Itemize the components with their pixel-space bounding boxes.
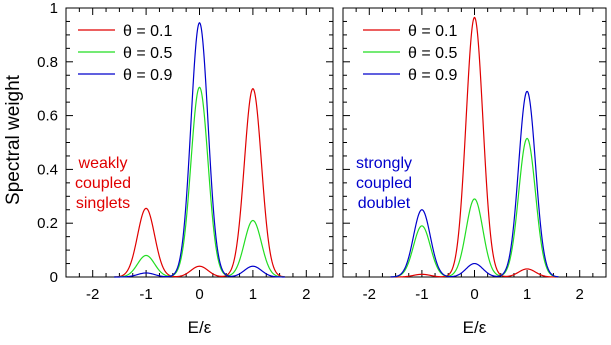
- y-tick-label: 0: [50, 269, 58, 286]
- y-tick-label: 0.2: [37, 215, 58, 232]
- y-axis-label: Spectral weight: [3, 74, 24, 205]
- y-tick-label: 0.6: [37, 108, 58, 125]
- annotation-text: doublet: [358, 195, 411, 212]
- legend-label: θ = 0.9: [123, 67, 172, 84]
- x-tick-label: -2: [86, 286, 99, 303]
- x-axis-label: E/ε: [463, 318, 487, 337]
- y-tick-label: 0.4: [37, 161, 58, 178]
- x-axis-label: E/ε: [188, 318, 212, 337]
- x-tick-label: -1: [139, 286, 152, 303]
- x-tick-label: 0: [470, 286, 478, 303]
- x-tick-label: 0: [195, 286, 203, 303]
- x-tick-label: 2: [302, 286, 310, 303]
- series-line-theta-05: [390, 137, 559, 278]
- chart-panel-2: -2 -1 0 1 2 E/ε θ = 0.1 θ = 0.5 θ = 0.9 strongly c…: [342, 7, 607, 337]
- x-tick-label: -2: [363, 286, 376, 303]
- x-tick-label: 2: [576, 286, 584, 303]
- annotation-text: weakly: [78, 155, 128, 172]
- series-line-theta-01: [390, 16, 559, 278]
- legend-label: θ = 0.9: [408, 67, 457, 84]
- annotation-text: strongly: [356, 155, 412, 172]
- plot-frame: [342, 7, 607, 278]
- series-line-theta-09: [390, 90, 559, 278]
- y-tick-label: 1: [50, 0, 58, 17]
- annotation-text: coupled: [356, 175, 412, 192]
- legend-label: θ = 0.1: [123, 23, 172, 40]
- legend-label: θ = 0.1: [408, 23, 457, 40]
- annotation-text: coupled: [75, 175, 131, 192]
- chart-panel-1: -2 -1 0 1 2 0 0.2 0.4 0.6 0.8 1 E/ε θ = 0.1 θ = 0.5 θ …: [37, 0, 334, 337]
- x-tick-label: -1: [415, 286, 428, 303]
- annotation-text: singlets: [76, 195, 130, 212]
- series-line-theta-01: [114, 88, 285, 278]
- y-tick-label: 0.8: [37, 54, 58, 71]
- legend-label: θ = 0.5: [408, 45, 457, 62]
- legend-label: θ = 0.5: [123, 45, 172, 62]
- x-tick-label: 1: [249, 286, 257, 303]
- x-tick-label: 1: [523, 286, 531, 303]
- plot-frame: [65, 7, 334, 278]
- series-line-theta-05: [114, 86, 285, 278]
- series-line-theta-09: [114, 22, 285, 278]
